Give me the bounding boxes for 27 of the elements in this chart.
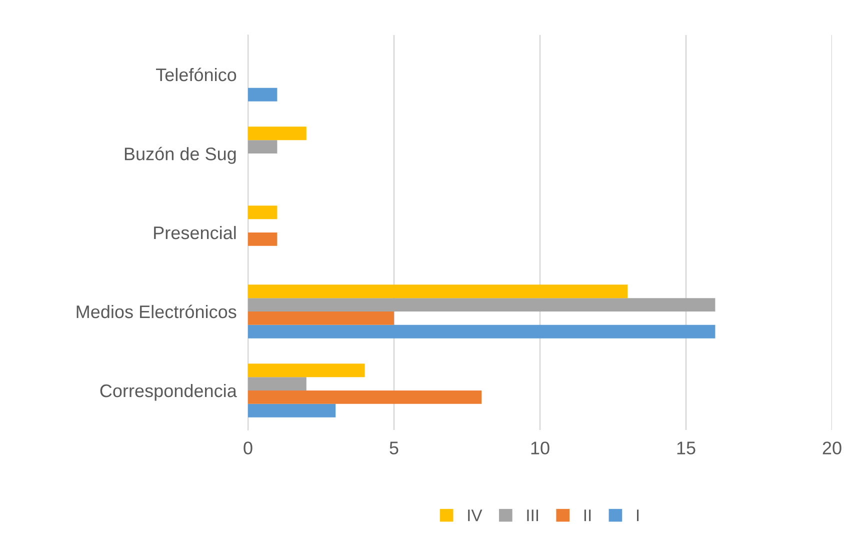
bar — [248, 364, 365, 378]
x-tick-label: 10 — [531, 442, 550, 454]
bar — [248, 284, 628, 298]
bar — [248, 232, 278, 246]
x-tick-label: 15 — [677, 442, 696, 454]
legend-label: IV — [468, 510, 482, 522]
bar — [248, 404, 336, 418]
y-tick-label: Telefónico — [156, 68, 236, 82]
x-tick-label: 5 — [390, 442, 398, 454]
bar — [248, 377, 306, 390]
x-tick-label: 20 — [822, 442, 842, 454]
y-tick-label: Medios Electrónicos — [76, 304, 236, 318]
y-tick-label: Presencial — [154, 226, 236, 240]
bar — [248, 140, 278, 154]
bar — [248, 206, 278, 220]
bar — [248, 88, 278, 102]
legend-label: II — [584, 510, 591, 522]
y-tick-label: Correspondencia — [100, 384, 237, 401]
legend-label: III — [527, 510, 538, 522]
bar — [248, 298, 716, 312]
bar — [248, 390, 482, 404]
legend-label: I — [637, 510, 639, 522]
bar — [248, 126, 306, 140]
y-tick-label: Buzón de Sug — [124, 146, 236, 164]
x-tick-label: 0 — [244, 442, 252, 454]
bar — [248, 324, 716, 338]
bar — [248, 312, 394, 325]
